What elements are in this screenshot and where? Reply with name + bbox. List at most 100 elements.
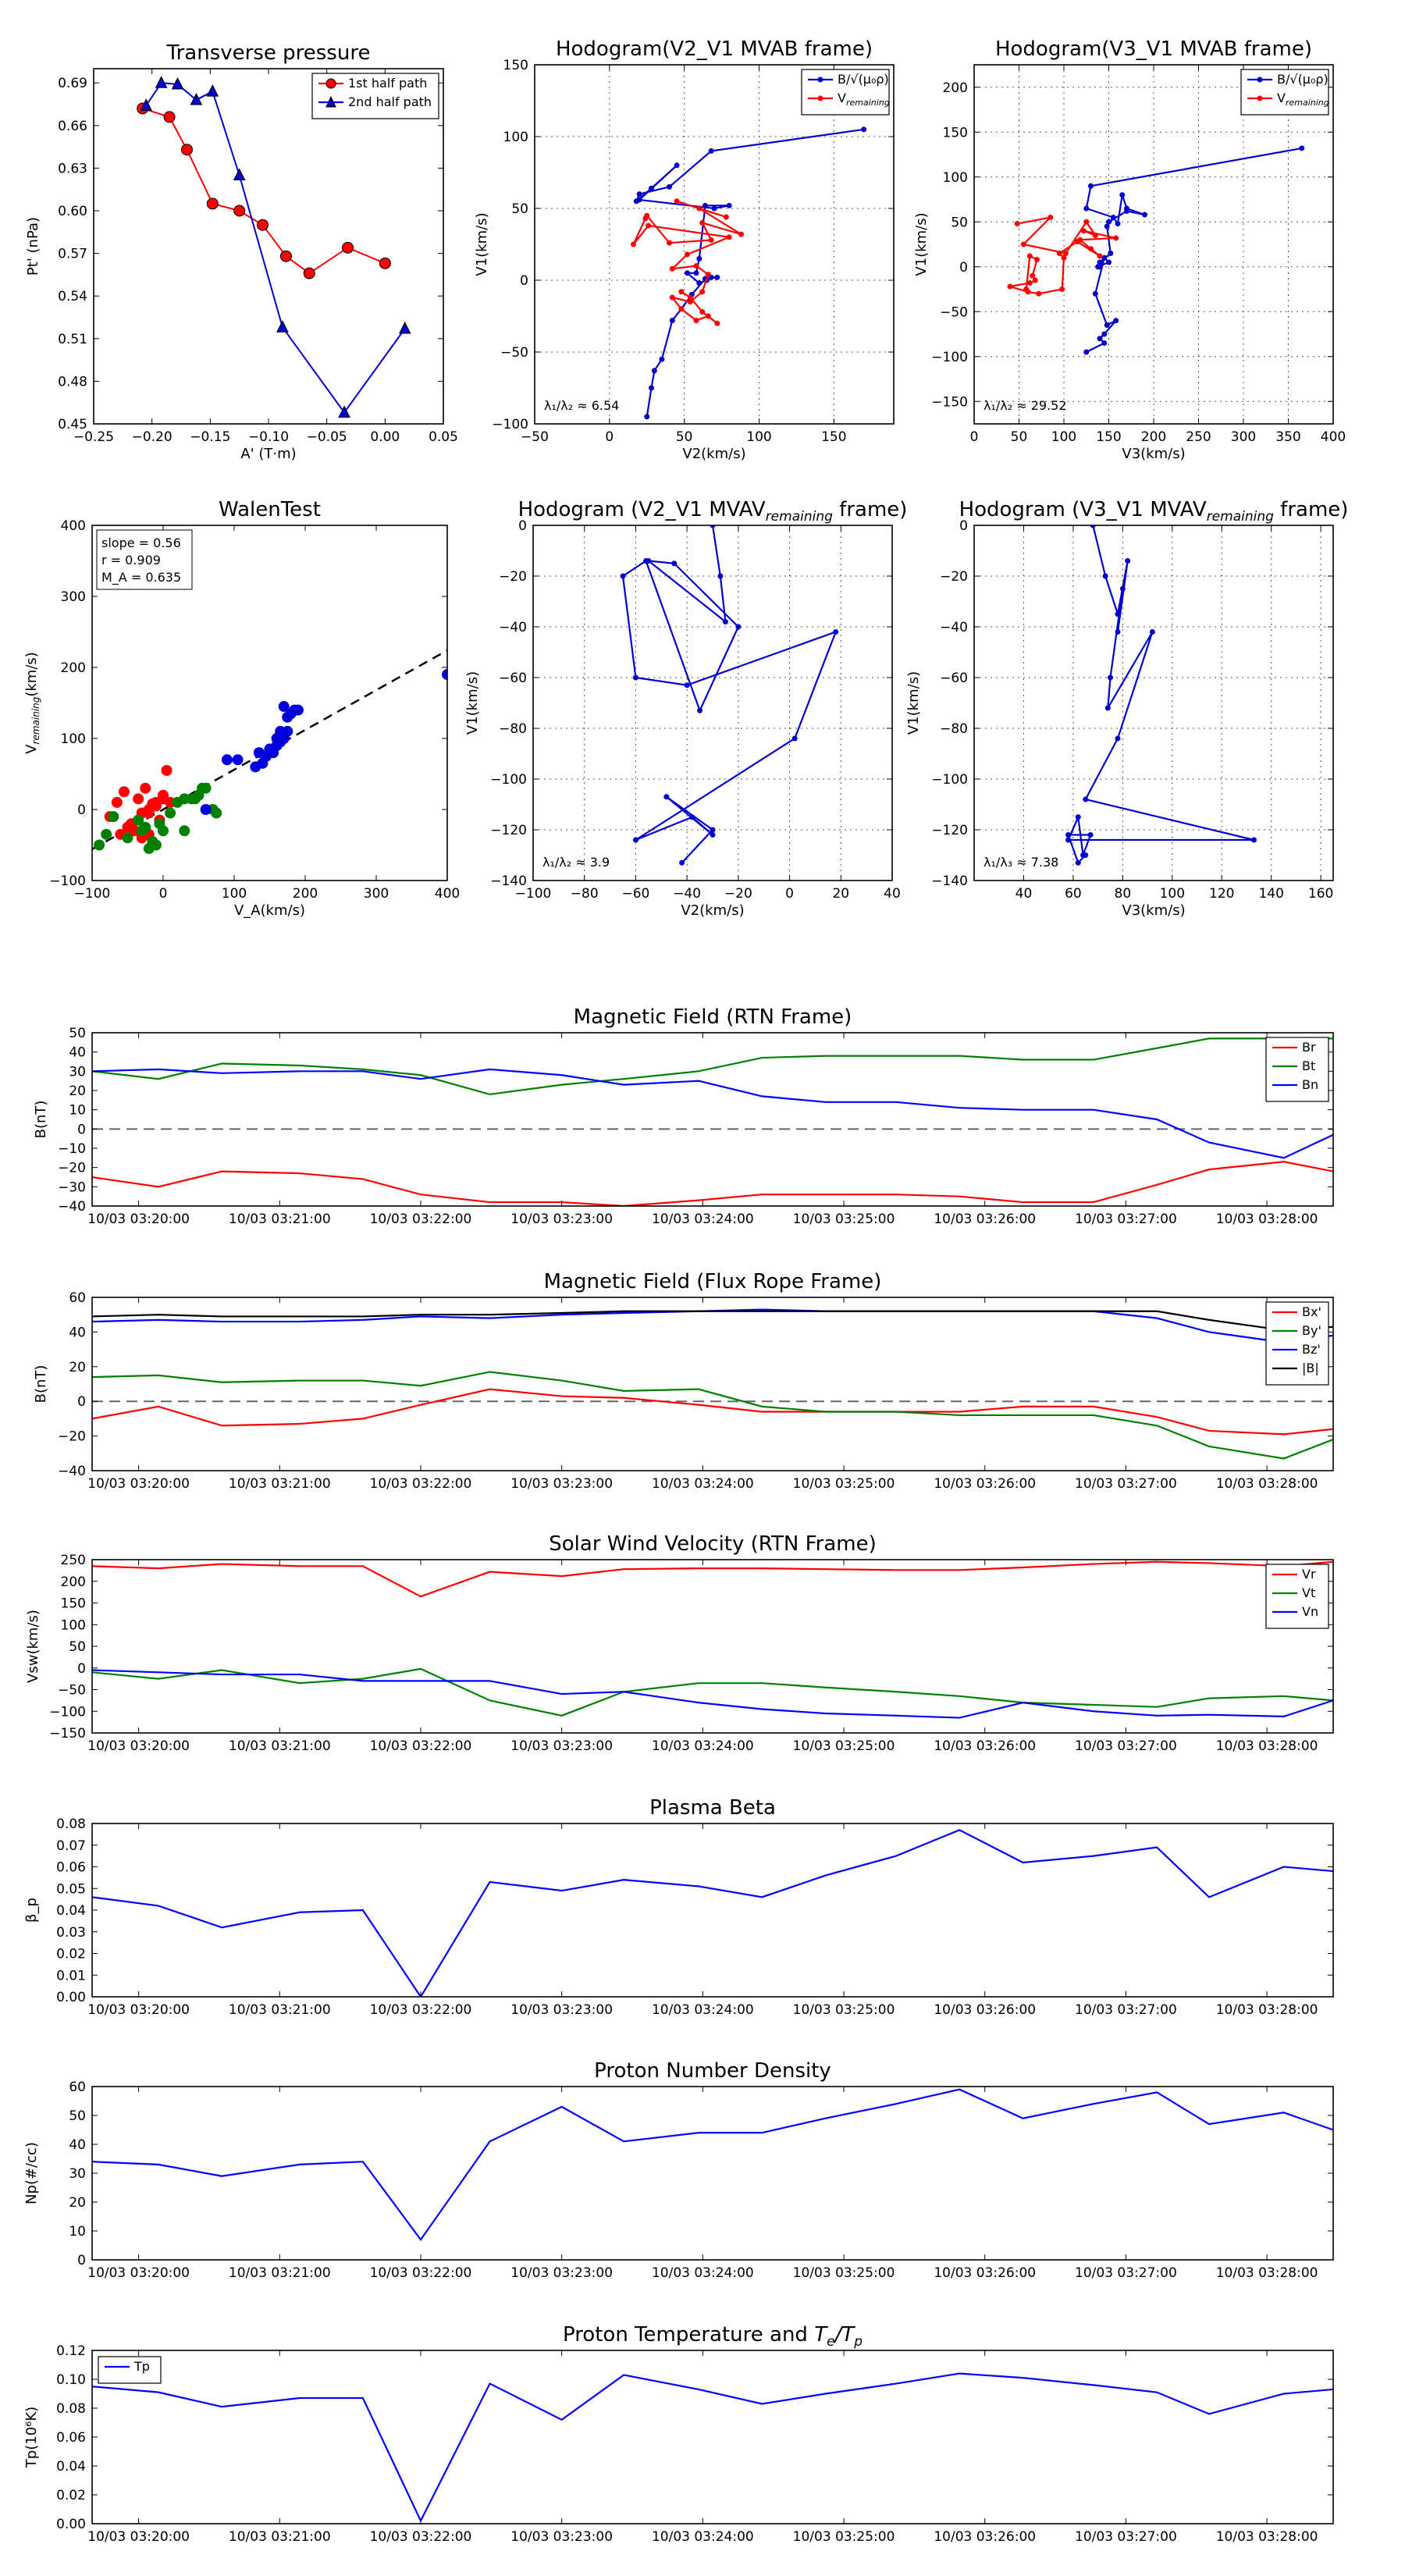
y-tick-label: −100: [492, 417, 528, 432]
data-point: [667, 240, 672, 246]
data-point: [143, 807, 155, 819]
data-point: [264, 743, 276, 755]
legend-marker: [817, 95, 823, 101]
data-point: [1250, 837, 1257, 843]
x-tick-label: 10/03 03:22:00: [370, 1476, 472, 1492]
x-tick-label: −0.05: [307, 429, 347, 445]
data-point: [233, 205, 246, 217]
y-tick-label: −140: [931, 873, 968, 889]
data-point: [1119, 585, 1126, 592]
x-tick-label: 10/03 03:22:00: [370, 1738, 472, 1754]
data-point: [179, 793, 190, 805]
data-point: [206, 197, 219, 210]
x-tick-label: 10/03 03:28:00: [1216, 2265, 1318, 2281]
y-tick-label: −100: [931, 772, 968, 788]
series-line-Br: [92, 1161, 1333, 1206]
data-point: [1048, 215, 1054, 220]
y-tick-label: 100: [943, 170, 968, 186]
y-tick-label: −30: [58, 1179, 86, 1195]
data-point: [1106, 219, 1112, 225]
data-point: [693, 318, 699, 324]
x-tick-label: 10/03 03:28:00: [1216, 1476, 1318, 1492]
legend-label: B/√(μ₀ρ): [1277, 72, 1329, 87]
series-line-V_remaining: [632, 200, 742, 325]
data-point: [1088, 246, 1094, 252]
data-point: [861, 126, 867, 133]
y-tick-label: 0.04: [56, 2459, 86, 2475]
x-axis-label: V3(km/s): [1122, 446, 1185, 462]
y-tick-label: −20: [58, 1161, 86, 1176]
x-tick-label: 10/03 03:21:00: [229, 2265, 331, 2281]
y-tick-label: 50: [951, 215, 968, 230]
chart-title: WalenTest: [219, 498, 321, 521]
x-tick-label: 10/03 03:23:00: [510, 1738, 613, 1754]
data-point: [1065, 832, 1072, 838]
data-point: [140, 821, 151, 833]
y-tick-label: 0: [959, 260, 968, 276]
x-tick-label: 10/03 03:22:00: [370, 2002, 472, 2018]
y-tick-label: 150: [503, 58, 528, 73]
axes-frame: [973, 525, 1334, 881]
x-tick-label: 200: [1141, 429, 1166, 445]
data-point: [678, 306, 685, 312]
y-tick-label: 0.69: [58, 76, 87, 91]
data-point: [1083, 852, 1089, 858]
data-point: [1095, 264, 1101, 270]
x-tick-label: 10/03 03:22:00: [370, 2265, 472, 2281]
y-tick-label: 60: [69, 1290, 86, 1306]
data-point: [663, 794, 670, 800]
x-tick-label: 0.05: [429, 429, 458, 445]
legend: Tp: [98, 2356, 162, 2384]
x-tick-label: 10/03 03:24:00: [652, 2265, 754, 2281]
data-point: [276, 320, 289, 333]
data-point: [636, 197, 642, 203]
y-tick-label: 150: [943, 125, 968, 141]
x-tick-label: 10/03 03:26:00: [934, 2002, 1036, 2018]
data-point: [257, 219, 269, 231]
y-axis-label: V1(km/s): [905, 671, 922, 735]
series-line-Bt: [92, 1037, 1333, 1096]
data-point: [233, 168, 246, 180]
y-tick-label: 0.66: [58, 119, 87, 134]
data-point: [833, 629, 839, 635]
data-point: [620, 573, 626, 579]
data-point: [1104, 322, 1110, 328]
x-tick-label: 10/03 03:25:00: [793, 2002, 895, 2018]
y-tick-label: 200: [61, 660, 86, 676]
data-point: [705, 313, 711, 319]
data-point: [678, 289, 685, 295]
data-point: [140, 782, 151, 794]
y-tick-label: 0.04: [56, 1903, 86, 1919]
data-point: [674, 162, 680, 169]
y-axis-label: V1(km/s): [464, 671, 481, 735]
x-tick-label: 10/03 03:21:00: [229, 1212, 331, 1227]
data-point: [1083, 796, 1089, 802]
y-tick-label: 0: [520, 273, 528, 289]
x-tick-label: 350: [1275, 429, 1300, 445]
x-tick-label: 10/03 03:24:00: [652, 2002, 754, 2018]
y-tick-label: −150: [931, 394, 968, 410]
data-point: [1083, 205, 1090, 212]
x-tick-label: 10/03 03:22:00: [370, 2529, 472, 2545]
y-tick-label: −40: [499, 620, 527, 635]
y-tick-label: 150: [61, 1596, 86, 1612]
chart-title: Plasma Beta: [649, 1796, 776, 1820]
data-point: [708, 148, 714, 154]
legend: 1st half path 2nd half path: [311, 73, 439, 119]
data-point: [723, 214, 729, 220]
data-point: [1104, 705, 1111, 711]
chart-title: Magnetic Field (RTN Frame): [574, 1005, 852, 1029]
data-point: [791, 735, 798, 742]
x-tick-label: 10/03 03:26:00: [934, 2529, 1036, 2545]
plot-area: [974, 525, 1333, 881]
x-tick-label: 400: [435, 886, 460, 902]
y-axis-label: V1(km/s): [474, 212, 490, 276]
data-point: [1106, 259, 1112, 265]
data-point: [710, 832, 716, 838]
x-tick-label: 80: [1115, 886, 1132, 902]
chart-beta: 10/03 03:20:00 10/03 03:21:00 10/03 03:22:…: [23, 1796, 1334, 2018]
data-point: [200, 804, 212, 815]
series-line-Bx': [92, 1388, 1333, 1436]
series-line-Vn: [92, 1669, 1333, 1719]
x-tick-label: 250: [1186, 429, 1211, 445]
